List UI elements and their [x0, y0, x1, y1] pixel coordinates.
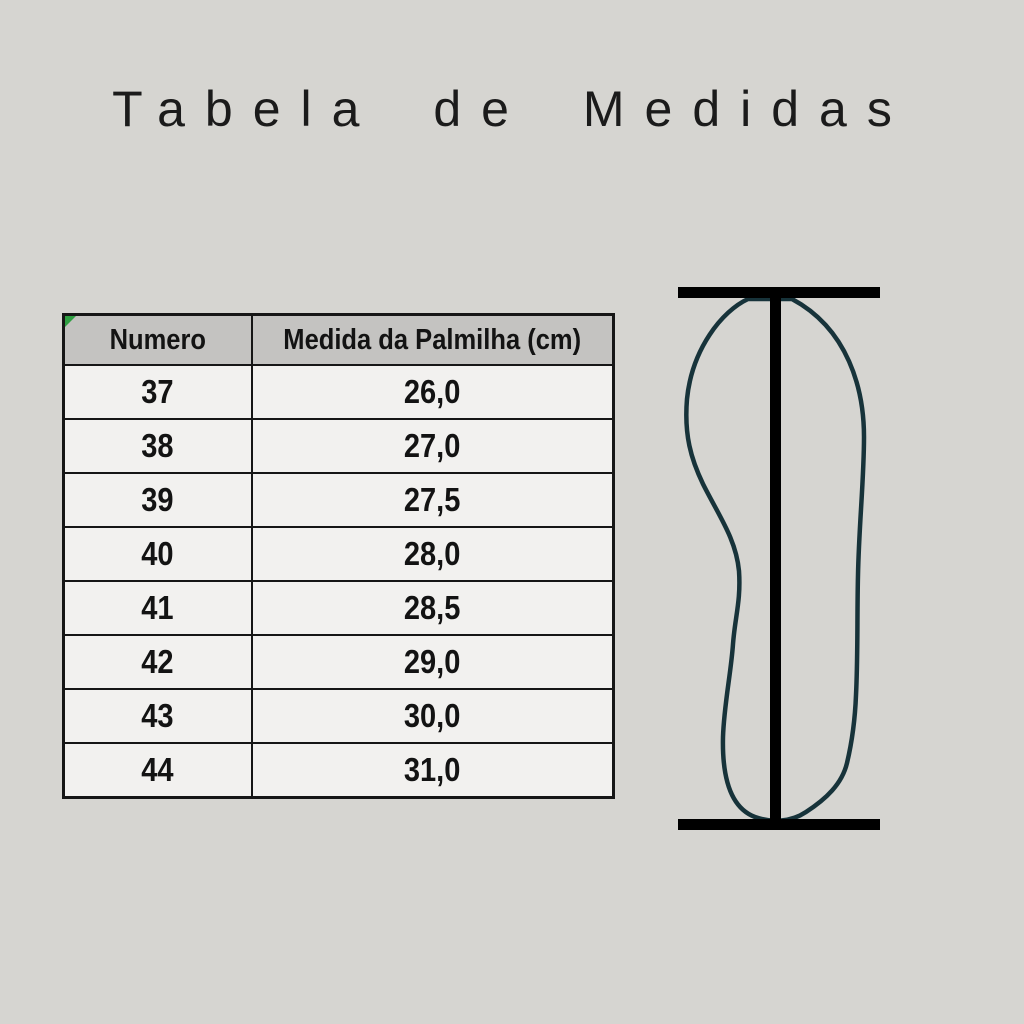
size-value: 37 — [141, 373, 174, 410]
measure-value: 28,0 — [403, 535, 461, 572]
table-row: 38 27,0 — [62, 418, 615, 474]
measure-cell: 31,0 — [250, 742, 615, 799]
size-value: 43 — [141, 697, 174, 734]
measure-line-vertical — [770, 293, 781, 824]
size-cell: 40 — [62, 526, 253, 582]
table-row: 40 28,0 — [62, 526, 615, 582]
page-title: Tabela de Medidas — [112, 81, 912, 137]
size-value: 38 — [141, 427, 174, 464]
measure-cell: 26,0 — [250, 364, 615, 420]
measure-cell: 28,0 — [250, 526, 615, 582]
insole-outline-icon — [684, 296, 867, 823]
size-value: 39 — [141, 481, 174, 518]
size-value: 44 — [141, 751, 174, 788]
size-cell: 41 — [62, 580, 253, 636]
measure-value: 31,0 — [403, 751, 461, 788]
size-cell: 42 — [62, 634, 253, 690]
measure-cell: 27,0 — [250, 418, 615, 474]
header-label-medida: Medida da Palmilha (cm) — [283, 323, 582, 356]
size-value: 41 — [141, 589, 174, 626]
measure-value: 30,0 — [403, 697, 461, 734]
header-cell-numero: Numero — [62, 313, 253, 366]
size-cell: 44 — [62, 742, 253, 799]
size-cell: 39 — [62, 472, 253, 528]
measure-cell: 27,5 — [250, 472, 615, 528]
measure-bar-top — [678, 287, 880, 298]
table-row: 41 28,5 — [62, 580, 615, 636]
measure-bar-bottom — [678, 819, 880, 830]
measure-value: 27,5 — [403, 481, 461, 518]
size-value: 42 — [141, 643, 174, 680]
table-header-row: Numero Medida da Palmilha (cm) — [62, 313, 615, 366]
excel-error-marker-icon — [65, 316, 76, 327]
table-row: 42 29,0 — [62, 634, 615, 690]
size-cell: 37 — [62, 364, 253, 420]
size-cell: 43 — [62, 688, 253, 744]
size-cell: 38 — [62, 418, 253, 474]
insole-length-diagram — [678, 287, 880, 830]
table-row: 43 30,0 — [62, 688, 615, 744]
measure-value: 27,0 — [403, 427, 461, 464]
measure-value: 29,0 — [403, 643, 461, 680]
measure-value: 26,0 — [403, 373, 461, 410]
header-label-numero: Numero — [109, 323, 206, 356]
size-value: 40 — [141, 535, 174, 572]
size-table: Numero Medida da Palmilha (cm) 37 26,0 3… — [62, 313, 615, 799]
measure-cell: 28,5 — [250, 580, 615, 636]
measure-cell: 29,0 — [250, 634, 615, 690]
measure-value: 28,5 — [403, 589, 461, 626]
measure-cell: 30,0 — [250, 688, 615, 744]
table-row: 39 27,5 — [62, 472, 615, 528]
header-cell-medida: Medida da Palmilha (cm) — [250, 313, 615, 366]
table-row: 44 31,0 — [62, 742, 615, 799]
table-row: 37 26,0 — [62, 364, 615, 420]
